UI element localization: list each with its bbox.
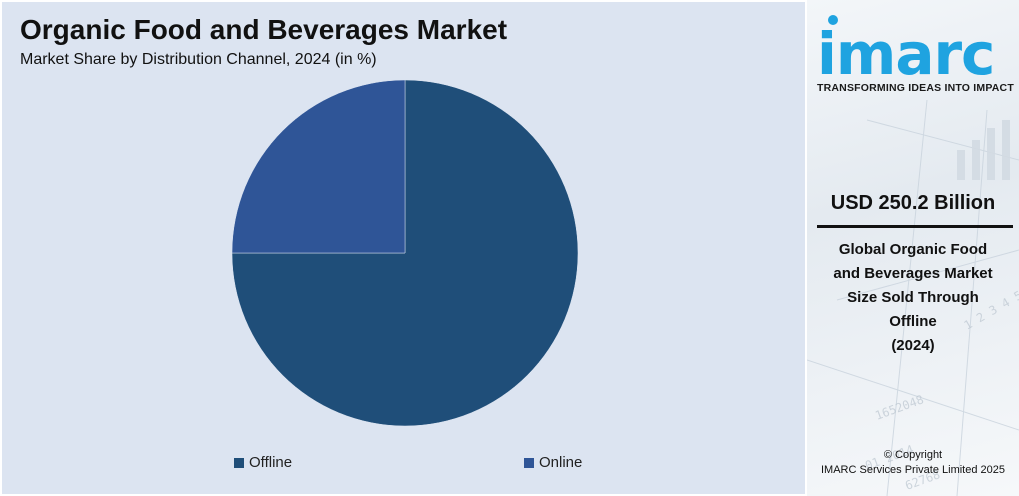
stat-divider xyxy=(817,225,1013,228)
copyright: © Copyright IMARC Services Private Limit… xyxy=(807,448,1019,478)
legend-item-offline: Offline xyxy=(234,454,292,471)
logo-dot-icon xyxy=(828,15,838,25)
stat-value: USD 250.2 Billion xyxy=(830,192,996,214)
logo-tagline: TRANSFORMING IDEAS INTO IMPACT xyxy=(817,82,1014,94)
stat-description: Global Organic Food and Beverages Market… xyxy=(807,238,1019,358)
chart-legend: Offline Online xyxy=(2,454,805,474)
pie-chart xyxy=(231,79,579,427)
stat-desc-line: Offline xyxy=(889,313,937,330)
sidebar-panel: 1652048 01 2014 62768 1 2 3 4 5 imarc TR… xyxy=(807,0,1019,496)
pie-slice-online xyxy=(231,79,406,254)
logo-text: imarc xyxy=(817,20,995,88)
stat-desc-line: Size Sold Through xyxy=(847,289,979,306)
copyright-line: IMARC Services Private Limited 2025 xyxy=(820,464,1005,476)
legend-item-online: Online xyxy=(524,454,582,471)
imarc-logo: imarc xyxy=(817,8,1017,98)
stat-desc-line: (2024) xyxy=(891,337,935,354)
background-decoration: 1652048 01 2014 62768 1 2 3 4 5 xyxy=(807,99,1019,496)
svg-text:1652048: 1652048 xyxy=(873,392,925,422)
stat-desc-line: and Beverages Market xyxy=(833,265,993,282)
chart-subtitle: Market Share by Distribution Channel, 20… xyxy=(20,51,377,68)
legend-swatch xyxy=(524,457,534,468)
chart-panel: Organic Food and Beverages Market Market… xyxy=(2,2,805,494)
stat-desc-line: Global Organic Food xyxy=(838,241,988,258)
chart-title: Organic Food and Beverages Market xyxy=(20,14,508,45)
legend-label: Online xyxy=(539,454,583,471)
copyright-line: © Copyright xyxy=(883,449,943,461)
legend-label: Offline xyxy=(249,454,293,471)
legend-swatch xyxy=(234,457,244,468)
